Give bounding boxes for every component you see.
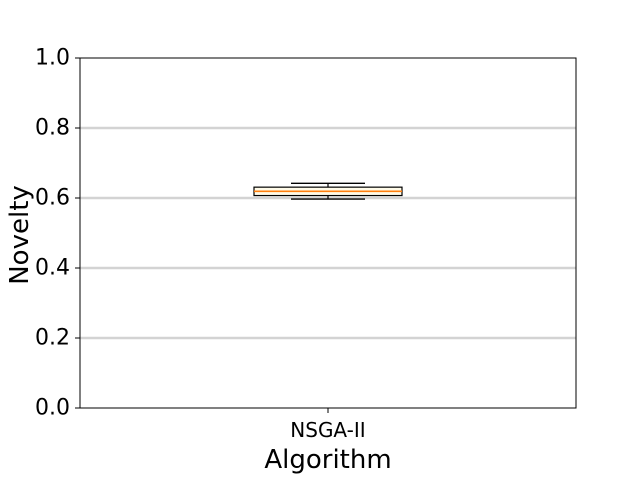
x-axis-ticks: NSGA-II — [290, 408, 366, 442]
y-tick-label: 0.6 — [35, 186, 70, 211]
plot-area-frame — [79, 57, 577, 409]
y-tick-label: 0.8 — [35, 116, 70, 141]
y-axis-title: Novelty — [5, 185, 35, 285]
y-tick-label: 0.4 — [35, 256, 70, 281]
y-axis-ticks: 0.0 0.2 0.4 0.6 0.8 1.0 — [35, 46, 80, 421]
y-tick-label: 0.2 — [35, 326, 70, 351]
boxes-layer — [253, 182, 403, 200]
y-tick-label: 1.0 — [35, 46, 70, 71]
grid-lines — [80, 126, 576, 340]
x-tick-label: NSGA-II — [290, 418, 365, 442]
y-tick-label: 0.0 — [35, 396, 70, 421]
x-axis-title: Algorithm — [264, 445, 391, 475]
